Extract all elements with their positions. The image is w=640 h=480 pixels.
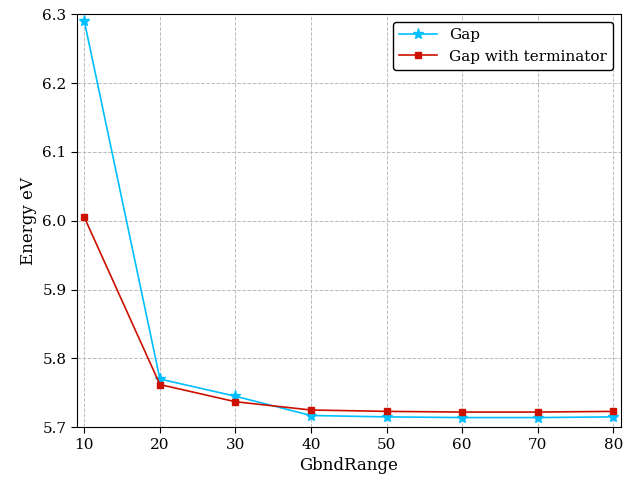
- Gap: [307, 413, 315, 419]
- Gap with terminator: [156, 382, 164, 387]
- Gap: [383, 414, 390, 420]
- Gap: [81, 18, 88, 24]
- Gap with terminator: [232, 399, 239, 405]
- Gap with terminator: [609, 408, 617, 414]
- Legend: Gap, Gap with terminator: Gap, Gap with terminator: [393, 22, 613, 70]
- Gap with terminator: [81, 215, 88, 220]
- Gap: [156, 376, 164, 382]
- X-axis label: GbndRange: GbndRange: [300, 457, 398, 474]
- Gap: [232, 393, 239, 399]
- Gap with terminator: [383, 408, 390, 414]
- Line: Gap with terminator: Gap with terminator: [81, 215, 616, 415]
- Gap with terminator: [307, 407, 315, 413]
- Gap: [609, 414, 617, 420]
- Gap with terminator: [534, 409, 541, 415]
- Y-axis label: Energy eV: Energy eV: [20, 177, 36, 265]
- Gap: [534, 415, 541, 420]
- Line: Gap: Gap: [79, 16, 619, 423]
- Gap: [458, 415, 466, 420]
- Gap with terminator: [458, 409, 466, 415]
